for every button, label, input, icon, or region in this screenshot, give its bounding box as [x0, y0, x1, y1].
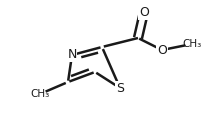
Text: CH₃: CH₃ [30, 89, 50, 99]
Text: O: O [139, 5, 149, 19]
Text: CH₃: CH₃ [182, 39, 202, 49]
Text: S: S [116, 81, 124, 95]
Text: O: O [157, 44, 167, 56]
Text: N: N [67, 49, 77, 61]
